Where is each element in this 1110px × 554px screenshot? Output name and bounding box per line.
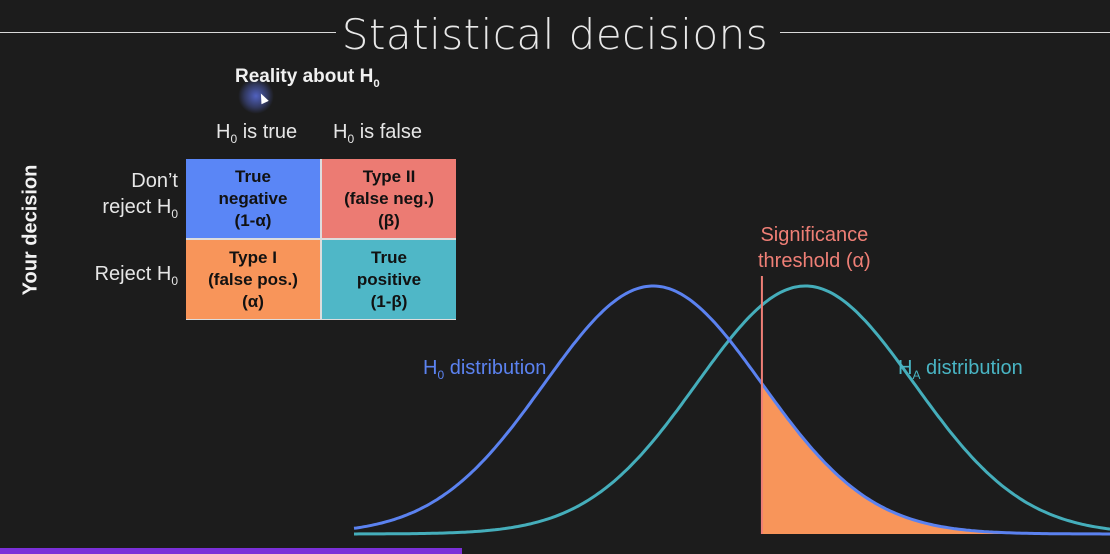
cell-tp-line3: (1-β): [370, 291, 408, 311]
h0-pre: H: [423, 357, 438, 379]
cell-t1-line1: Type I: [229, 247, 277, 267]
ha-pre: H: [898, 357, 913, 379]
sig-line1: Significance: [760, 224, 869, 246]
column-header-h0-true: H0 is true: [216, 121, 297, 146]
title-rule-right: [780, 32, 1110, 33]
significance-threshold-label: Significance threshold (α): [758, 222, 871, 274]
col1-post: is true: [237, 121, 298, 143]
row2-line2: Reject H: [94, 263, 172, 285]
h0-post: distribution: [444, 357, 547, 379]
cell-tp-line2: positive: [356, 269, 422, 289]
column-header-h0-false: H0 is false: [333, 121, 422, 146]
confusion-matrix: True negative (1-α) Type II (false neg.)…: [186, 159, 456, 320]
progress-bar: [0, 548, 462, 554]
row1-line1: Don’t: [131, 170, 178, 192]
row-header-dont-reject: Don’t reject H0: [70, 168, 178, 227]
ha-distribution-curve: [354, 284, 1110, 536]
ha-sub: A: [912, 368, 921, 382]
ha-post: distribution: [920, 357, 1023, 379]
h0-sub: 0: [437, 368, 445, 382]
cell-t1-line3: (α): [242, 291, 264, 311]
reality-heading: Reality about H0: [235, 66, 380, 90]
cell-type-ii: Type II (false neg.) (β): [322, 159, 456, 238]
row1-line2: reject H: [102, 196, 172, 218]
row1-line2-wrap: reject H0: [70, 194, 178, 227]
row-header-reject: Reject H0: [70, 261, 178, 294]
cell-type-i: Type I (false pos.) (α): [186, 240, 320, 319]
h0-distribution-label: H0 distribution: [423, 357, 546, 382]
cell-tn-line2: negative: [218, 188, 288, 208]
col2-pre: H: [333, 121, 348, 143]
cell-t1-line2: (false pos.): [208, 269, 298, 289]
col1-pre: H: [216, 121, 231, 143]
sig-line2: threshold (α): [758, 250, 871, 272]
cell-t2-line3: (β): [378, 210, 400, 230]
page-title: Statistical decisions: [341, 10, 769, 59]
reality-heading-sub: 0: [373, 77, 380, 90]
ha-distribution-label: HA distribution: [898, 357, 1023, 382]
row2-sub: 0: [171, 274, 178, 288]
row1-sub: 0: [171, 207, 178, 221]
h0-distribution-curve: [353, 284, 1110, 536]
cell-tn-line3: (1-α): [234, 210, 272, 230]
reality-heading-text: Reality about H: [235, 66, 374, 87]
col2-sub: 0: [347, 132, 355, 146]
cell-true-negative: True negative (1-α): [186, 159, 320, 238]
cell-t2-line1: Type II: [362, 166, 416, 186]
cell-t2-line2: (false neg.): [344, 188, 434, 208]
cursor-highlight: [238, 78, 274, 114]
col2-post: is false: [354, 121, 422, 143]
title-rule-left: [0, 32, 336, 33]
col1-sub: 0: [230, 132, 238, 146]
alpha-shaded-area: [761, 383, 1110, 534]
cell-tn-line1: True: [235, 166, 271, 186]
cell-tp-line1: True: [371, 247, 407, 267]
cell-true-positive: True positive (1-β): [322, 240, 456, 319]
